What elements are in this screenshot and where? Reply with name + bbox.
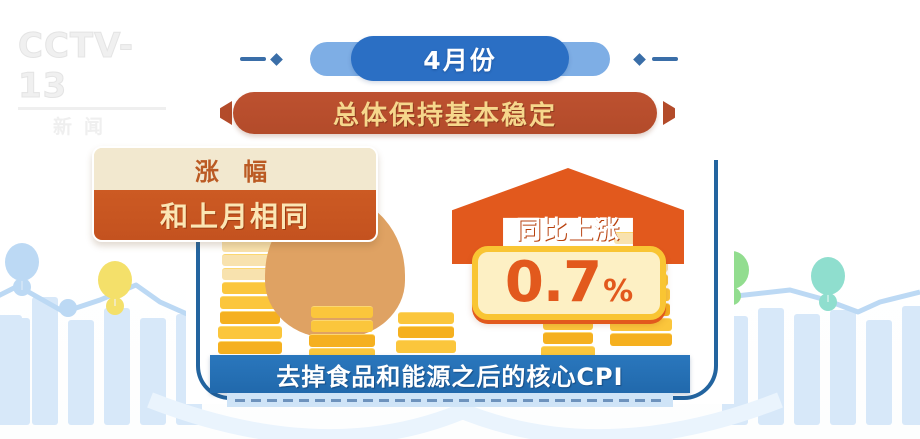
dashed-line	[235, 399, 665, 402]
headline-cap-right-icon	[663, 101, 675, 125]
month-badge-label: 4月份	[423, 45, 497, 75]
page-title: 总体保持基本稳定	[332, 100, 557, 131]
balloon-blue-left	[5, 243, 39, 290]
caption-text: 去掉食品和能源之后的核心CPI	[276, 362, 624, 391]
growth-rate-card-header: 涨 幅	[94, 148, 376, 190]
growth-rate-title: 涨 幅	[194, 157, 276, 186]
bottom-arcs	[147, 392, 783, 439]
caption-banner: 去掉食品和能源之后的核心CPI	[210, 355, 690, 393]
logo-rule	[18, 107, 166, 110]
growth-rate-value: 和上月相同	[159, 200, 310, 233]
stat-value-box: 0.7 %	[472, 246, 666, 320]
dash-left-icon	[240, 57, 266, 61]
stat-unit: %	[603, 274, 634, 309]
balloon-teal-right	[811, 257, 845, 302]
balloon-yellow-left	[98, 261, 132, 306]
dash-right-icon	[652, 57, 678, 61]
arrow-label: 同比上涨	[515, 215, 620, 244]
channel-logo-subtitle: 新闻	[52, 116, 115, 138]
headline-cap-left-icon	[220, 101, 232, 125]
channel-logo-text: CCTV-13	[18, 26, 135, 107]
channel-logo: CCTV-13 新闻	[18, 26, 178, 138]
headline-banner: 总体保持基本稳定	[233, 92, 657, 134]
stat-value: 0.7	[504, 250, 602, 315]
growth-rate-card-body: 和上月相同	[94, 190, 376, 240]
caption-dashed-strip	[227, 393, 673, 407]
growth-rate-card: 涨 幅 和上月相同	[92, 146, 378, 242]
left-bars-b	[4, 318, 30, 425]
month-badge: 4月份	[351, 36, 569, 81]
